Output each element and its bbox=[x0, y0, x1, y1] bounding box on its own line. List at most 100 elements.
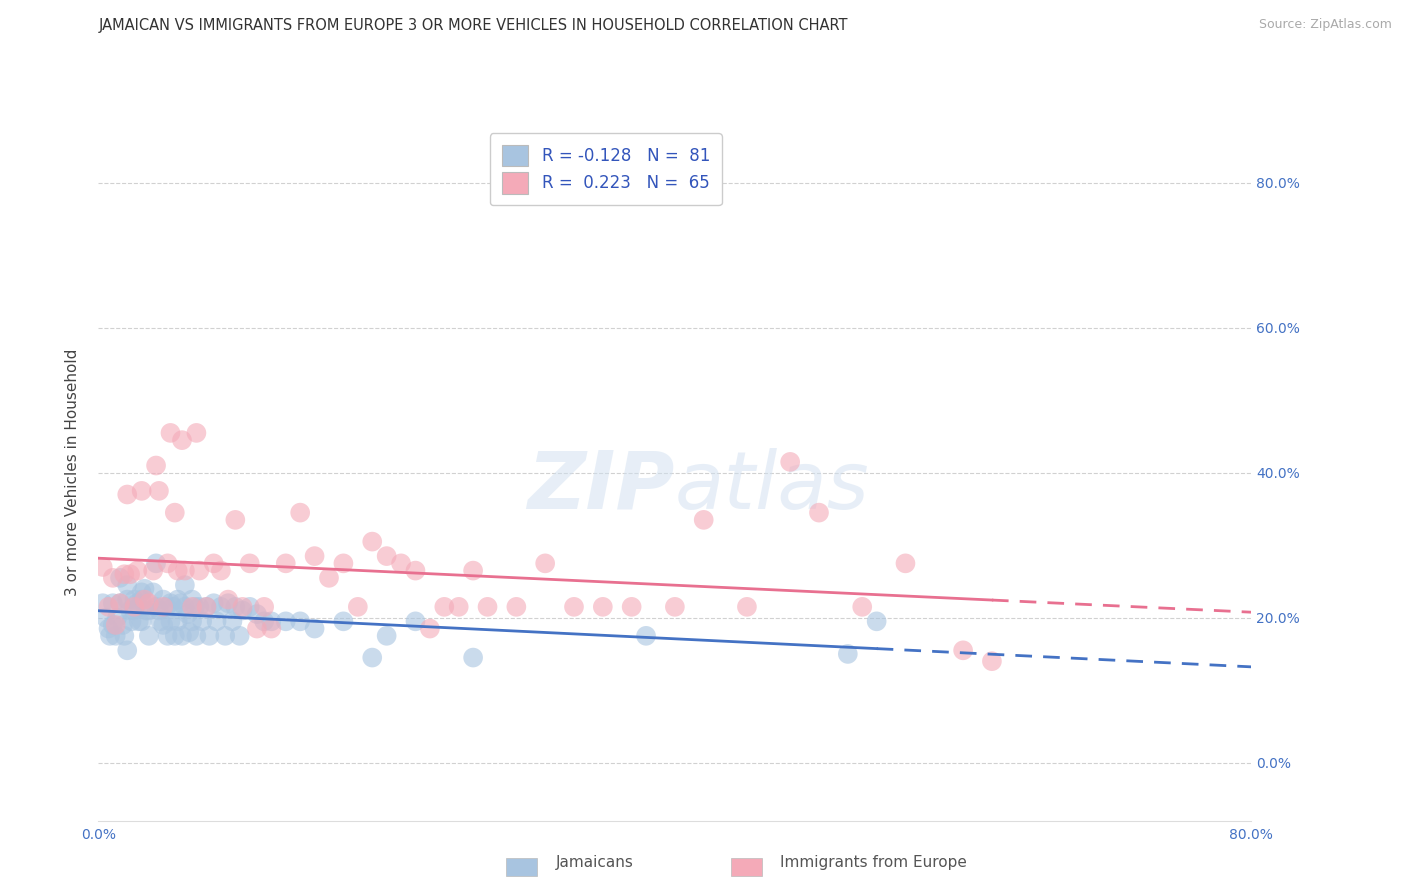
Point bbox=[735, 599, 758, 614]
Point bbox=[124, 603, 146, 617]
Point bbox=[807, 506, 830, 520]
Point bbox=[188, 564, 211, 578]
Text: ZIP: ZIP bbox=[527, 448, 675, 525]
Point bbox=[134, 592, 156, 607]
Y-axis label: 3 or more Vehicles in Household: 3 or more Vehicles in Household bbox=[65, 349, 80, 597]
Point bbox=[149, 615, 172, 629]
Point bbox=[101, 618, 124, 632]
Point bbox=[117, 643, 139, 657]
Point bbox=[447, 599, 470, 614]
Point bbox=[117, 487, 139, 501]
Point bbox=[152, 599, 174, 614]
Point bbox=[505, 599, 527, 614]
Point bbox=[138, 603, 160, 617]
Point bbox=[117, 592, 139, 607]
Point bbox=[894, 557, 917, 571]
Point bbox=[159, 425, 181, 440]
Point bbox=[981, 654, 1004, 668]
Point bbox=[166, 592, 188, 607]
Point bbox=[290, 615, 312, 629]
Point bbox=[477, 599, 499, 614]
Point bbox=[304, 549, 326, 563]
Point bbox=[179, 625, 201, 640]
Point bbox=[131, 585, 153, 599]
Point bbox=[170, 629, 193, 643]
Point bbox=[866, 615, 889, 629]
Point bbox=[112, 629, 135, 643]
Point bbox=[562, 599, 585, 614]
Point bbox=[228, 629, 250, 643]
Point bbox=[779, 455, 801, 469]
Point bbox=[177, 607, 200, 621]
Text: Jamaicans: Jamaicans bbox=[555, 855, 633, 870]
Point bbox=[620, 599, 643, 614]
Point bbox=[274, 615, 297, 629]
Point bbox=[461, 564, 484, 578]
Point bbox=[664, 599, 686, 614]
Point bbox=[127, 596, 149, 610]
Point bbox=[318, 571, 340, 585]
Point bbox=[131, 483, 153, 498]
Point bbox=[375, 629, 398, 643]
Point bbox=[166, 564, 188, 578]
Point bbox=[181, 615, 204, 629]
Point bbox=[142, 585, 165, 599]
Point bbox=[98, 629, 121, 643]
Point bbox=[433, 599, 456, 614]
Point bbox=[181, 599, 204, 614]
Point bbox=[156, 557, 179, 571]
Point bbox=[389, 557, 412, 571]
Point bbox=[111, 618, 134, 632]
Point bbox=[209, 564, 232, 578]
Point bbox=[163, 629, 186, 643]
Point bbox=[152, 618, 174, 632]
Point bbox=[217, 592, 239, 607]
Point bbox=[217, 596, 239, 610]
Point bbox=[246, 622, 269, 636]
Point bbox=[952, 643, 974, 657]
Point bbox=[198, 629, 221, 643]
Point bbox=[91, 596, 114, 610]
Point bbox=[209, 599, 232, 614]
Point bbox=[405, 615, 427, 629]
Point bbox=[104, 618, 127, 632]
Point bbox=[191, 615, 214, 629]
Point bbox=[195, 599, 218, 614]
Point bbox=[205, 615, 228, 629]
Point bbox=[184, 599, 207, 614]
Point bbox=[131, 592, 153, 607]
Point bbox=[159, 615, 181, 629]
Point bbox=[145, 458, 167, 473]
Point bbox=[94, 610, 117, 624]
Point bbox=[97, 599, 120, 614]
Point bbox=[101, 571, 124, 585]
Point bbox=[405, 564, 427, 578]
Point bbox=[274, 557, 297, 571]
Point bbox=[253, 615, 276, 629]
Point bbox=[131, 615, 153, 629]
Point bbox=[152, 592, 174, 607]
Point bbox=[156, 629, 179, 643]
Point bbox=[346, 599, 368, 614]
Point bbox=[419, 622, 441, 636]
Point bbox=[239, 599, 262, 614]
Point bbox=[636, 629, 658, 643]
Point bbox=[105, 610, 128, 624]
Point bbox=[138, 596, 160, 610]
Point bbox=[186, 629, 208, 643]
Point bbox=[174, 599, 197, 614]
Point bbox=[290, 506, 312, 520]
Point bbox=[186, 425, 208, 440]
Point bbox=[304, 622, 326, 636]
Point bbox=[181, 592, 204, 607]
Point bbox=[112, 567, 135, 582]
Point bbox=[851, 599, 873, 614]
Point bbox=[120, 603, 142, 617]
Point bbox=[231, 599, 254, 614]
Point bbox=[174, 578, 197, 592]
Text: Immigrants from Europe: Immigrants from Europe bbox=[780, 855, 967, 870]
Point bbox=[148, 603, 170, 617]
Point bbox=[148, 483, 170, 498]
Point bbox=[127, 564, 149, 578]
Point bbox=[214, 629, 236, 643]
